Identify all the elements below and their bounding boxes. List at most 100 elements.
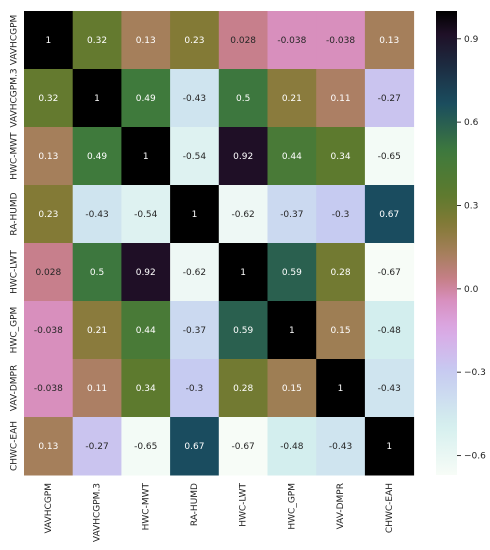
heatmap-cell <box>267 243 317 302</box>
heatmap-cell <box>121 11 171 70</box>
row-tick-label: VAVHCGPM <box>10 15 20 66</box>
cell-value-label: 0.21 <box>282 94 302 104</box>
heatmap-cell <box>316 301 366 360</box>
colorbar-tick-label: −0.3 <box>464 368 486 378</box>
row-tick-label: HWC_GPM <box>10 307 20 354</box>
heatmap-cell <box>121 185 171 244</box>
cell-value-label: 0.28 <box>233 384 253 394</box>
heatmap-cell <box>72 11 122 70</box>
cell-value-label: -0.43 <box>183 94 206 104</box>
cell-value-label: 0.13 <box>38 442 58 452</box>
cell-value-label: 0.49 <box>136 94 156 104</box>
colorbar: 0.9 0.6 0.3 0.0 −0.3 −0.6 <box>436 11 486 475</box>
cell-value-label: -0.65 <box>378 152 401 162</box>
column-tick-label: HWC-MWT <box>141 483 151 531</box>
heatmap-cell <box>121 243 171 302</box>
heatmap-cell <box>267 69 317 128</box>
heatmap-cell <box>364 185 415 244</box>
cell-value-label: 1 <box>386 442 392 452</box>
cell-value-label: 1 <box>338 384 344 394</box>
cell-value-label: -0.37 <box>183 326 206 336</box>
colorbar-gradient <box>436 11 457 475</box>
heatmap-cell <box>72 243 122 302</box>
heatmap-cell <box>170 359 220 418</box>
heatmap-cell <box>121 301 171 360</box>
heatmap-cell <box>170 127 220 186</box>
cell-value-label: -0.62 <box>183 268 206 278</box>
heatmap-cell <box>170 11 220 70</box>
column-tick-label: VAVHCGPM <box>44 483 54 534</box>
cell-value-label: 0.028 <box>230 36 256 46</box>
cell-value-label: -0.038 <box>277 36 306 46</box>
cell-value-label: 0.028 <box>35 268 61 278</box>
heatmap-cell <box>267 185 317 244</box>
cell-value-label: 0.92 <box>233 152 253 162</box>
heatmap-cell <box>316 11 366 70</box>
row-tick-label: VAVHCGPM.3 <box>10 68 20 127</box>
cell-value-label: -0.27 <box>85 442 108 452</box>
heatmap-cell <box>24 243 74 302</box>
cell-value-label: 0.32 <box>38 94 58 104</box>
cell-value-label: 0.13 <box>136 36 156 46</box>
heatmap-cell <box>24 11 74 70</box>
cell-value-label: 0.23 <box>184 36 204 46</box>
heatmap-cell <box>170 301 220 360</box>
colorbar-tick-label: 0.6 <box>464 118 479 128</box>
row-labels: VAVHCGPM VAVHCGPM.3 HWC-MWT RA-HUMD HWC-LWT H… <box>10 15 20 471</box>
cell-value-label: -0.67 <box>232 442 255 452</box>
cell-value-label: -0.37 <box>280 210 303 220</box>
heatmap-cell <box>218 69 268 128</box>
heatmap-cell <box>170 185 220 244</box>
heatmap-cell <box>267 11 317 70</box>
heatmap-cell <box>316 69 366 128</box>
cell-value-label: 1 <box>289 326 295 336</box>
heatmap-cell <box>364 243 415 302</box>
cell-value-label: -0.43 <box>329 442 352 452</box>
cell-value-label: 0.44 <box>282 152 302 162</box>
cell-value-label: 1 <box>45 36 51 46</box>
heatmap-cell <box>364 11 415 70</box>
cell-value-label: 0.13 <box>379 36 399 46</box>
cell-value-label: 0.5 <box>90 268 104 278</box>
column-tick-label: HWC_GPM <box>287 483 297 530</box>
heatmap-cell <box>72 301 122 360</box>
cell-value-label: 0.13 <box>38 152 58 162</box>
row-tick-label: HWC-MWT <box>10 132 20 180</box>
cell-value-label: -0.48 <box>280 442 304 452</box>
cell-value-label: -0.54 <box>134 210 158 220</box>
heatmap-cell <box>121 359 171 418</box>
column-tick-label: CHWC-EAH <box>385 483 395 533</box>
heatmap-cell <box>267 359 317 418</box>
column-tick-label: HWC-LWT <box>239 483 249 527</box>
cell-value-label: 0.34 <box>331 152 351 162</box>
cell-value-label: 0.11 <box>87 384 107 394</box>
heatmap-cell <box>24 301 74 360</box>
heatmap-cell <box>121 69 171 128</box>
cell-value-label: -0.62 <box>232 210 255 220</box>
row-tick-label: RA-HUMD <box>10 192 20 235</box>
heatmap-cells: 1 0.32 0.13 0.23 0.028 -0.038 -0.038 0.13 0.32 1 0… <box>24 11 415 476</box>
colorbar-ticks: 0.9 0.6 0.3 0.0 −0.3 −0.6 <box>457 35 486 462</box>
heatmap-cell <box>316 243 366 302</box>
cell-value-label: 1 <box>192 210 198 220</box>
heatmap-cell <box>24 69 74 128</box>
column-labels: VAVHCGPM VAVHCGPM.3 HWC-MWT RA-HUMD HWC-LWT H… <box>44 483 395 543</box>
cell-value-label: -0.48 <box>378 326 402 336</box>
heatmap-cell <box>364 301 415 360</box>
cell-value-label: 0.49 <box>87 152 107 162</box>
heatmap-cell <box>267 417 317 476</box>
heatmap-cell <box>24 185 74 244</box>
cell-value-label: 0.34 <box>136 384 156 394</box>
cell-value-label: -0.43 <box>85 210 108 220</box>
heatmap-cell <box>364 359 415 418</box>
heatmap-cell <box>24 359 74 418</box>
column-tick-label: RA-HUMD <box>190 483 200 526</box>
heatmap-cell <box>218 243 268 302</box>
heatmap-cell <box>218 359 268 418</box>
heatmap-cell <box>121 127 171 186</box>
heatmap-cell <box>267 127 317 186</box>
heatmap-cell <box>316 417 366 476</box>
heatmap-cell <box>170 69 220 128</box>
heatmap-cell <box>316 359 366 418</box>
